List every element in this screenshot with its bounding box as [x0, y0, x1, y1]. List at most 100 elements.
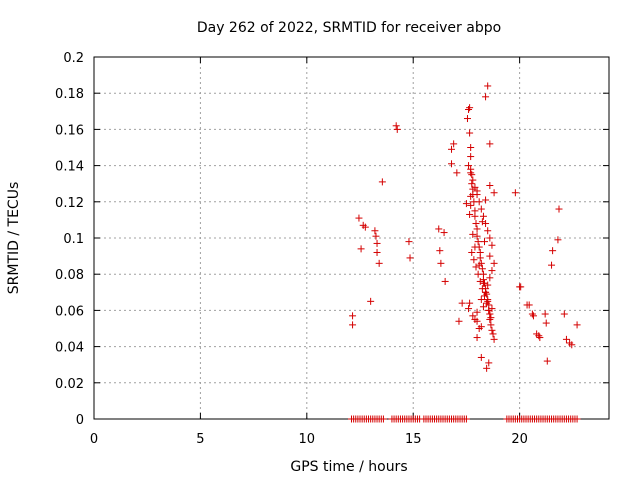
y-tick-label: 0.06	[55, 304, 84, 319]
axis-ticks: 0 0.02 0.04 0.06 0.08 0.1 0.12 0.14 0.16 0.18 0.2 0…	[55, 51, 609, 447]
data-point	[483, 299, 491, 307]
data-point	[555, 205, 563, 213]
data-point	[467, 169, 475, 177]
data-point	[482, 220, 490, 228]
y-tick-label: 0.14	[55, 160, 84, 175]
data-point	[448, 145, 456, 153]
data-point	[485, 306, 493, 314]
data-point	[361, 223, 369, 231]
data-point	[543, 357, 551, 365]
data-point	[448, 160, 456, 168]
data-point	[466, 210, 474, 218]
x-tick-label: 10	[299, 432, 316, 447]
data-point	[542, 319, 550, 327]
data-point	[479, 279, 487, 287]
data-point	[367, 297, 375, 305]
data-point	[372, 232, 380, 240]
data-point	[468, 248, 476, 256]
y-tick-label: 0	[76, 413, 84, 428]
data-point	[450, 140, 458, 148]
data-point	[466, 129, 474, 137]
data-point	[489, 330, 497, 338]
data-point	[462, 200, 470, 208]
data-point	[373, 248, 381, 256]
data-point	[474, 270, 482, 278]
data-point	[481, 292, 489, 300]
data-point	[486, 274, 494, 282]
data-point	[525, 301, 533, 309]
data-point	[473, 334, 481, 342]
data-point	[455, 317, 463, 325]
x-tick-label: 15	[405, 432, 422, 447]
data-point	[467, 153, 475, 161]
data-point	[477, 296, 485, 304]
data-point	[536, 334, 544, 342]
data-point	[484, 82, 492, 90]
data-point	[482, 93, 490, 101]
data-point	[487, 314, 495, 322]
data-point	[484, 281, 492, 289]
data-point	[548, 261, 556, 269]
data-point	[488, 326, 496, 334]
data-point	[486, 140, 494, 148]
data-point	[466, 104, 474, 112]
data-point	[482, 288, 490, 296]
data-point-zero	[573, 415, 581, 423]
data-point	[475, 261, 483, 269]
data-point	[490, 259, 498, 267]
y-tick-label: 0.04	[55, 341, 84, 356]
data-point	[357, 245, 365, 253]
data-point	[485, 359, 493, 367]
data-point	[472, 263, 480, 271]
data-point	[476, 254, 484, 262]
y-tick-label: 0.08	[55, 268, 84, 283]
data-point	[511, 189, 519, 197]
data-point	[440, 229, 448, 237]
data-point	[554, 236, 562, 244]
data-point	[355, 214, 363, 222]
data-point	[487, 321, 495, 329]
data-point	[477, 205, 485, 213]
data-point	[549, 247, 557, 255]
data-point	[535, 332, 543, 340]
x-tick-label: 0	[90, 432, 98, 447]
data-point	[473, 308, 481, 316]
data-point	[490, 335, 498, 343]
data-point	[468, 171, 476, 179]
data-point	[486, 182, 494, 190]
data-point	[437, 259, 445, 267]
data-point	[453, 169, 461, 177]
data-point	[406, 254, 414, 262]
data-point	[479, 303, 487, 311]
y-tick-label: 0.2	[63, 51, 84, 66]
data-point-zero	[379, 415, 387, 423]
data-point	[478, 218, 486, 226]
data-point	[470, 256, 478, 264]
data-point	[373, 239, 381, 247]
data-point	[475, 325, 483, 332]
plot-frame	[93, 56, 610, 420]
y-axis-label: SRMTID / TECUs	[6, 182, 22, 295]
x-tick-label: 5	[196, 432, 204, 447]
data-point	[371, 227, 379, 235]
x-tick-label: 20	[511, 432, 528, 447]
data-point	[477, 353, 485, 361]
data-point	[393, 125, 401, 133]
data-point	[528, 310, 536, 318]
data-point	[467, 144, 475, 151]
y-tick-label: 0.12	[55, 196, 84, 211]
grid-layer	[94, 57, 609, 419]
data-point	[473, 187, 481, 195]
data-point	[469, 176, 477, 184]
x-axis-label: GPS time / hours	[290, 459, 407, 475]
data-point	[463, 115, 471, 123]
chart-title: Day 262 of 2022, SRMTID for receiver abp…	[197, 20, 501, 36]
data-point	[471, 243, 479, 251]
data-point	[490, 189, 498, 197]
data-point	[467, 192, 475, 200]
data-point	[468, 180, 476, 188]
data-point	[486, 234, 494, 242]
data-point	[479, 212, 487, 220]
data-point	[467, 201, 475, 209]
